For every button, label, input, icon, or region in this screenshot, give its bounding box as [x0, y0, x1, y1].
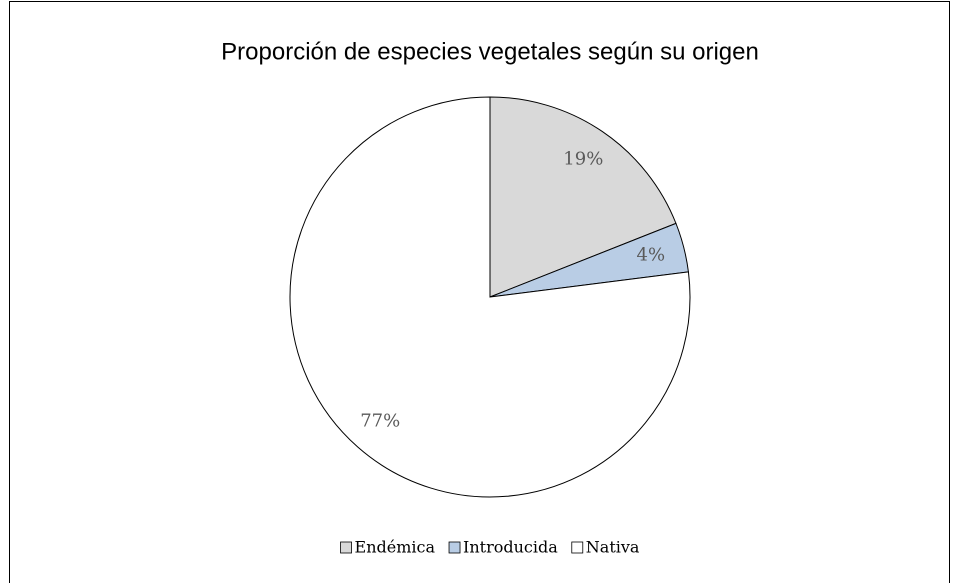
legend-swatch	[340, 541, 352, 554]
legend-label: Nativa	[586, 538, 640, 557]
legend-swatch	[571, 541, 584, 554]
value-label: 19%	[563, 149, 603, 170]
pie-slice	[289, 96, 691, 498]
value-label: 77%	[360, 411, 400, 432]
legend-label: Endémica	[355, 538, 436, 557]
legend-label: Introducida	[463, 538, 558, 557]
value-label: 4%	[637, 245, 666, 266]
legend-swatch	[448, 541, 461, 554]
pie-slice	[489, 96, 677, 298]
chart-title: Proporción de especies vegetales según s…	[221, 38, 759, 65]
